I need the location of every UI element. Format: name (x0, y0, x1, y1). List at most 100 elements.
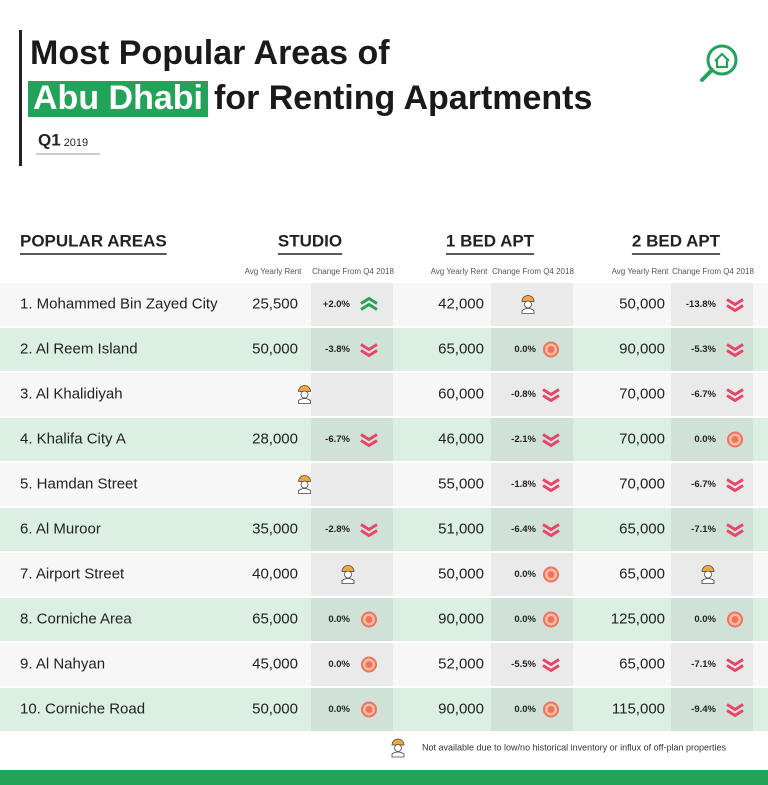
change: -2.1% (511, 434, 536, 445)
change-column-shade (311, 373, 393, 416)
avg-rent: 50,000 (252, 340, 298, 357)
down-chevron (542, 664, 560, 673)
face (300, 390, 309, 399)
hard-hat (701, 565, 715, 572)
trend-icon (360, 433, 378, 448)
avg-rent: 70,000 (619, 385, 665, 402)
change-column-shade (311, 598, 393, 641)
column-header: 1 BED APT (446, 231, 535, 250)
down-chevron (542, 529, 560, 538)
avg-rent: 90,000 (438, 610, 484, 627)
area-name: 4. Khalifa City A (20, 430, 126, 447)
change: -9.4% (691, 704, 716, 715)
down-chevron (360, 523, 378, 532)
flat-dot (731, 436, 739, 443)
change-column-shade (311, 328, 393, 371)
not-available-icon (298, 475, 311, 494)
face (394, 744, 402, 752)
avg-rent: 55,000 (438, 475, 484, 492)
change: -6.7% (691, 479, 716, 490)
subheader: Avg Yearly Rent (431, 267, 489, 276)
logo (700, 44, 738, 82)
avg-rent: 65,000 (619, 655, 665, 672)
down-chevron (726, 658, 744, 667)
area-name: 10. Corniche Road (20, 700, 145, 717)
change-column-shade (491, 418, 573, 461)
change-column-shade (671, 553, 753, 596)
body (391, 751, 405, 758)
change: -1.8% (511, 479, 536, 490)
avg-rent: 115,000 (612, 700, 665, 717)
change: 0.0% (514, 704, 536, 715)
avg-rent: 50,000 (619, 295, 665, 312)
body (298, 488, 311, 494)
trend-icon (543, 701, 559, 718)
down-chevron (726, 388, 744, 397)
body (521, 308, 535, 314)
area-name: 7. Airport Street (20, 565, 125, 582)
subheader: Change From Q4 2018 (672, 267, 754, 276)
row-band (0, 688, 768, 731)
avg-rent: 50,000 (252, 700, 298, 717)
avg-rent: 125,000 (611, 610, 665, 627)
trend-icon (542, 658, 560, 673)
change: -3.8% (325, 344, 350, 355)
down-chevron (542, 394, 560, 403)
quarter: Q1 (38, 130, 61, 149)
up-chevron (360, 302, 378, 311)
trend-icon (543, 341, 559, 358)
hard-hat (298, 475, 311, 482)
flat-dot (365, 661, 373, 668)
change-column-shade (671, 373, 753, 416)
avg-rent: 70,000 (619, 475, 665, 492)
change: 0.0% (328, 659, 350, 670)
change: -7.1% (691, 524, 716, 535)
down-chevron (726, 349, 744, 358)
row-band (0, 643, 768, 686)
row-band (0, 463, 768, 506)
area-name: 6. Al Muroor (20, 520, 101, 537)
down-chevron (360, 439, 378, 448)
up-chevron (360, 296, 378, 305)
down-chevron (542, 523, 560, 532)
title: for Renting Apartments (214, 79, 592, 117)
trend-icon (360, 343, 378, 358)
trend-icon (726, 298, 744, 313)
hard-hat (521, 295, 535, 302)
change-column-shade (491, 373, 573, 416)
column-header: STUDIO (278, 231, 342, 250)
change: 0.0% (694, 614, 716, 625)
flat-dot (731, 616, 739, 623)
change-column-shade (311, 553, 393, 596)
title-highlight: Abu Dhabi (33, 79, 203, 117)
change: 0.0% (514, 614, 536, 625)
change-column-shade (671, 328, 753, 371)
change-column-shade (491, 688, 573, 731)
subheader: Avg Yearly Rent (245, 267, 303, 276)
trend-icon (360, 296, 378, 311)
change: 0.0% (328, 614, 350, 625)
down-chevron (360, 349, 378, 358)
down-chevron (726, 529, 744, 538)
hard-hat (298, 385, 311, 392)
trend-icon (727, 431, 743, 448)
avg-rent: 60,000 (438, 385, 484, 402)
trend-icon (726, 658, 744, 673)
down-chevron (726, 304, 744, 313)
change-column-shade (671, 643, 753, 686)
trend-icon (726, 523, 744, 538)
body (298, 398, 311, 404)
area-name: 3. Al Khalidiyah (20, 385, 123, 402)
down-chevron (726, 394, 744, 403)
not-available-icon (701, 565, 715, 584)
change-column-shade (671, 463, 753, 506)
row-band (0, 508, 768, 551)
trend-icon (361, 701, 377, 718)
area-name: 5. Hamdan Street (20, 475, 138, 492)
footnote: Not available due to low/no historical i… (422, 742, 727, 752)
change: 0.0% (694, 434, 716, 445)
flat-dot (547, 616, 555, 623)
change: -0.8% (511, 389, 536, 400)
change-column-shade (491, 598, 573, 641)
row-band (0, 598, 768, 641)
